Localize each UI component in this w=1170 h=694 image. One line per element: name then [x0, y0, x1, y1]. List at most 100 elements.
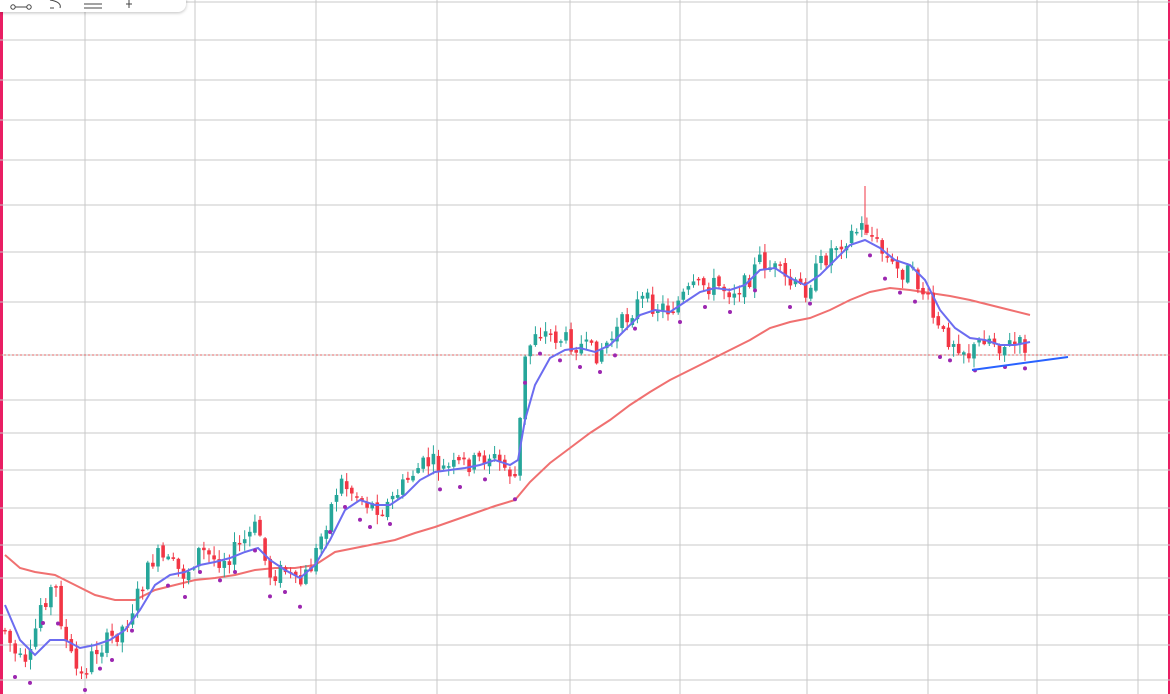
candle-up — [452, 459, 456, 467]
candle-down — [992, 338, 997, 345]
signal-marker — [13, 675, 17, 679]
signal-marker — [633, 326, 637, 331]
signal-marker — [198, 570, 202, 574]
candle-up — [441, 465, 446, 469]
signal-marker — [458, 485, 462, 489]
candle-up — [186, 571, 191, 581]
signal-marker — [283, 590, 287, 594]
candle-up — [742, 275, 747, 298]
candle-up — [773, 263, 777, 269]
candle-up — [656, 310, 660, 313]
drawing-toolbar — [0, 0, 186, 12]
signal-marker — [183, 595, 187, 599]
signal-marker — [130, 628, 134, 633]
signal-marker — [358, 517, 362, 522]
candle-up — [446, 466, 451, 468]
signal-marker — [938, 355, 942, 359]
signal-marker — [368, 525, 372, 529]
candle-down — [64, 626, 68, 642]
candle-up — [339, 478, 344, 494]
signal-marker — [883, 276, 887, 281]
candle-up — [253, 521, 257, 533]
candle-down — [865, 224, 869, 233]
candle-down — [921, 287, 925, 295]
candle-up — [105, 632, 109, 653]
candle-down — [538, 336, 543, 339]
candle-up — [834, 247, 839, 251]
signal-marker — [913, 299, 917, 304]
candle-up — [232, 542, 237, 565]
candle-up — [370, 503, 374, 509]
pen-tool-icon[interactable] — [118, 0, 140, 10]
candle-up — [686, 286, 691, 290]
signal-marker — [268, 594, 272, 599]
candle-down — [589, 340, 594, 343]
candle-up — [1018, 336, 1022, 345]
candle-up — [615, 326, 619, 342]
candle-up — [38, 605, 43, 628]
candle-down — [375, 502, 380, 515]
candle-down — [140, 589, 145, 592]
candle-up — [120, 626, 125, 643]
horizontal-lines-tool-icon[interactable] — [82, 0, 104, 10]
candle-down — [982, 339, 986, 345]
candle-up — [49, 587, 53, 608]
candle-down — [263, 538, 267, 561]
candle-down — [783, 262, 788, 277]
candle-down — [554, 331, 558, 343]
candle-up — [329, 504, 334, 532]
candle-up — [385, 501, 390, 518]
fast-ma-line — [4, 238, 1031, 657]
signal-marker — [538, 351, 542, 356]
candle-up — [472, 455, 476, 470]
candle-down — [824, 255, 828, 266]
signal-marker — [328, 530, 332, 534]
line-tool-icon[interactable] — [10, 0, 32, 10]
candle-up — [395, 495, 400, 498]
candle-down — [212, 555, 216, 560]
candle-down — [115, 634, 119, 642]
candle-up — [324, 530, 329, 539]
candle-down — [763, 252, 767, 271]
candle-down — [299, 575, 303, 585]
candle-up — [242, 539, 247, 544]
candle-down — [778, 264, 782, 266]
candle-down — [436, 455, 441, 472]
candle-down — [916, 269, 920, 290]
signal-marker — [678, 320, 682, 324]
candle-up — [314, 547, 318, 572]
curve-tool-icon[interactable] — [46, 0, 68, 10]
candle-down — [380, 514, 385, 517]
candle-down — [1013, 341, 1017, 345]
candle-down — [181, 568, 186, 579]
candle-down — [217, 559, 221, 568]
signal-marker — [1023, 366, 1027, 371]
candle-up — [559, 341, 563, 343]
candle-up — [681, 291, 686, 300]
candle-up — [640, 295, 645, 299]
candle-down — [110, 630, 114, 636]
candle-down — [497, 454, 502, 463]
candle-up — [1002, 347, 1007, 356]
candle-down — [202, 547, 206, 551]
signal-marker — [808, 301, 812, 306]
signal-marker — [110, 658, 114, 662]
candle-down — [936, 316, 941, 326]
candle-down — [967, 353, 971, 359]
candle-down — [171, 557, 176, 559]
candle-up — [431, 453, 436, 465]
signal-marker — [343, 505, 347, 509]
candle-down — [23, 654, 28, 662]
trendline[interactable] — [971, 356, 1069, 371]
candle-down — [69, 639, 74, 652]
candle-down — [747, 278, 752, 288]
candle-down — [946, 327, 951, 348]
candle-down — [798, 278, 803, 284]
candle-down — [727, 292, 731, 298]
candle-down — [956, 343, 961, 354]
candle-up — [758, 254, 762, 262]
signal-marker — [728, 310, 732, 314]
candle-up — [416, 468, 420, 473]
